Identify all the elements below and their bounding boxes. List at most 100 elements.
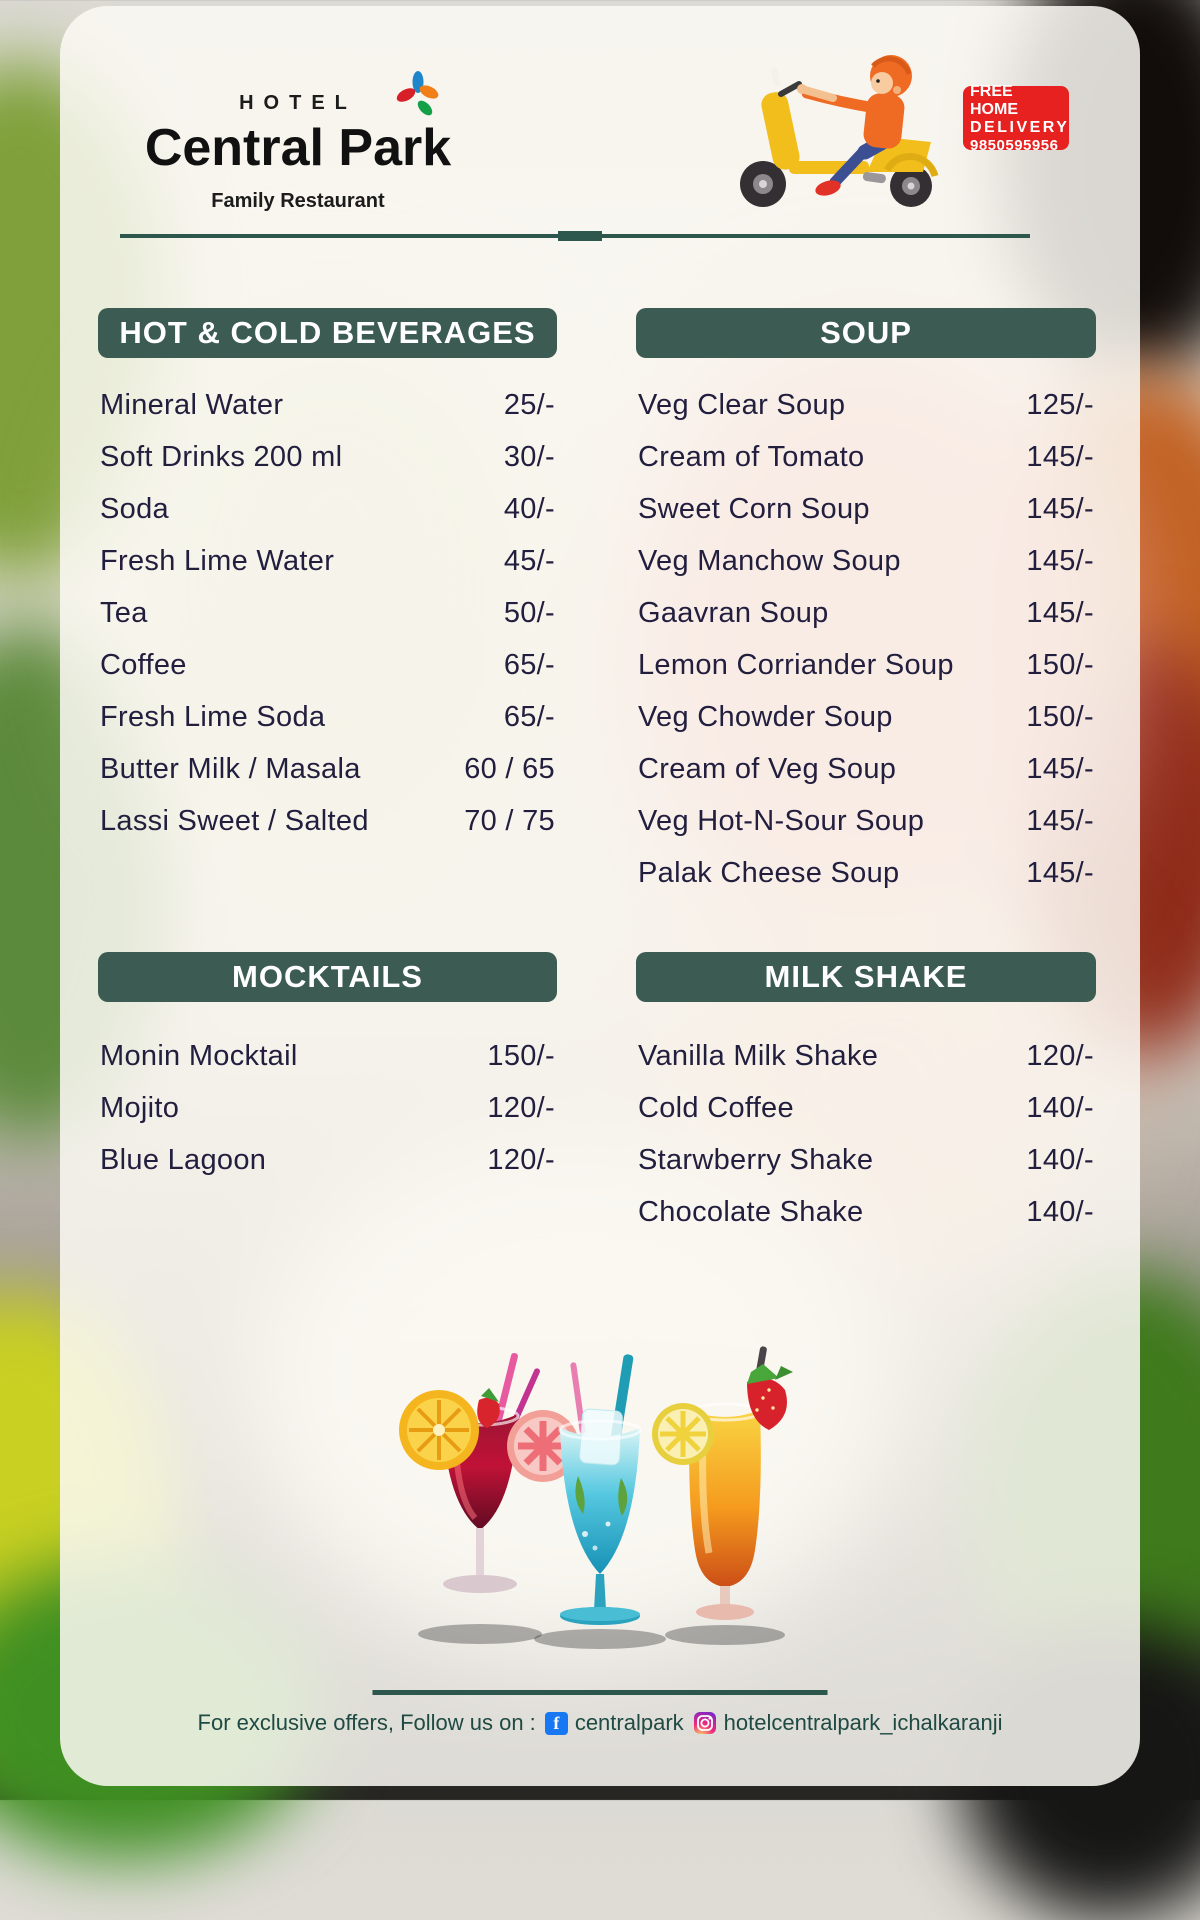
menu-item-price: 150/- (1026, 700, 1094, 733)
menu-item-row: Fresh Lime Water 45/- (98, 535, 557, 587)
cocktail-glasses-illustration (399, 1346, 793, 1649)
menu-item-price: 140/- (1026, 1143, 1094, 1176)
menu-item-row: Sweet Corn Soup 145/- (636, 483, 1096, 535)
menu-item-name: Soda (100, 492, 169, 525)
menu-item-name: Fresh Lime Soda (100, 700, 326, 733)
menu-item-name: Sweet Corn Soup (638, 492, 870, 525)
menu-item-row: Coffee 65/- (98, 639, 557, 691)
section-title: MOCKTAILS (232, 959, 423, 994)
section-header: MILK SHAKE (636, 952, 1096, 1002)
section-hot-cold-beverages: HOT & COLD BEVERAGES Mineral Water 25/- So… (98, 308, 557, 847)
menu-item-row: Gaavran Soup 145/- (636, 587, 1096, 639)
section-items: Mineral Water 25/- Soft Drinks 200 ml 30/- S… (98, 379, 557, 847)
delivery-scooter-illustration (740, 55, 939, 207)
menu-item-price: 30/- (503, 440, 555, 473)
free-home-delivery-badge: FREE HOME DELIVERY 9850595956 (963, 82, 1070, 154)
badge-phone: 9850595956 (970, 136, 1059, 154)
menu-item-row: Mineral Water 25/- (98, 379, 557, 431)
menu-item-name: Monin Mocktail (100, 1039, 298, 1072)
menu-item-name: Lemon Corriander Soup (638, 648, 954, 681)
brand-tagline: Family Restaurant (211, 190, 385, 212)
brand-name: Central Park (144, 119, 452, 177)
menu-item-name: Cream of Tomato (638, 440, 865, 473)
menu-item-row: Palak Cheese Soup 145/- (636, 847, 1096, 899)
menu-item-price: 50/- (503, 596, 555, 629)
menu-item-price: 120/- (487, 1143, 555, 1176)
facebook-link[interactable]: f centralpark (544, 1710, 684, 1736)
badge-line2: DELIVERY (970, 118, 1070, 136)
section-header: MOCKTAILS (98, 952, 557, 1002)
menu-item-price: 25/- (503, 388, 555, 421)
menu-item-price: 145/- (1026, 544, 1094, 577)
menu-item-row: Blue Lagoon 120/- (98, 1134, 557, 1186)
header-divider-tick (558, 231, 602, 241)
menu-item-row: Veg Hot-N-Sour Soup 145/- (636, 795, 1096, 847)
menu-item-name: Butter Milk / Masala (100, 752, 361, 785)
menu-item-price: 65/- (503, 700, 555, 733)
instagram-link[interactable]: hotelcentralpark_ichalkaranji (693, 1710, 1003, 1736)
menu-item-name: Lassi Sweet / Salted (100, 804, 369, 837)
footer-text: For exclusive offers, Follow us on : (197, 1710, 536, 1735)
menu-item-name: Blue Lagoon (100, 1143, 267, 1176)
menu-item-name: Palak Cheese Soup (638, 856, 900, 889)
badge-line1: FREE HOME (970, 82, 1018, 118)
menu-item-price: 150/- (1026, 648, 1094, 681)
menu-item-price: 60 / 65 (464, 752, 555, 785)
menu-item-price: 65/- (503, 648, 555, 681)
menu-item-name: Vanilla Milk Shake (638, 1039, 879, 1072)
section-mocktails: MOCKTAILS Monin Mocktail 150/- Mojito 120/-… (98, 952, 557, 1186)
menu-item-name: Tea (100, 596, 148, 629)
menu-item-price: 45/- (503, 544, 555, 577)
menu-item-name: Starwberry Shake (638, 1143, 874, 1176)
menu-item-row: Chocolate Shake 140/- (636, 1186, 1096, 1238)
menu-item-row: Lemon Corriander Soup 150/- (636, 639, 1096, 691)
menu-item-row: Butter Milk / Masala 60 / 65 (98, 743, 557, 795)
menu-item-row: Vanilla Milk Shake 120/- (636, 1030, 1096, 1082)
menu-item-name: Veg Clear Soup (638, 388, 846, 421)
menu-item-price: 145/- (1026, 752, 1094, 785)
menu-item-price: 120/- (1026, 1039, 1094, 1072)
menu-item-price: 145/- (1026, 856, 1094, 889)
footer: For exclusive offers, Follow us on : f c… (60, 1708, 1140, 1738)
menu-item-name: Gaavran Soup (638, 596, 829, 629)
brand-hotel-label: HOTEL (239, 92, 357, 114)
menu-item-row: Veg Manchow Soup 145/- (636, 535, 1096, 587)
section-title: SOUP (820, 315, 912, 350)
menu-item-name: Cold Coffee (638, 1091, 794, 1124)
menu-item-row: Cream of Veg Soup 145/- (636, 743, 1096, 795)
facebook-handle: centralpark (574, 1710, 684, 1735)
section-title: HOT & COLD BEVERAGES (119, 315, 536, 350)
section-title: MILK SHAKE (764, 959, 968, 994)
menu-item-row: Cream of Tomato 145/- (636, 431, 1096, 483)
leaf-icon (396, 71, 439, 116)
menu-item-name: Fresh Lime Water (100, 544, 335, 577)
menu-item-row: Cold Coffee 140/- (636, 1082, 1096, 1134)
footer-divider (372, 1690, 828, 1695)
menu-item-name: Veg Chowder Soup (638, 700, 893, 733)
menu-item-price: 70 / 75 (464, 804, 555, 837)
menu-item-row: Tea 50/- (98, 587, 557, 639)
menu-item-price: 145/- (1026, 492, 1094, 525)
menu-item-price: 120/- (487, 1091, 555, 1124)
menu-item-price: 40/- (503, 492, 555, 525)
menu-item-price: 150/- (487, 1039, 555, 1072)
menu-item-name: Soft Drinks 200 ml (100, 440, 343, 473)
menu-item-price: 145/- (1026, 440, 1094, 473)
menu-item-price: 140/- (1026, 1195, 1094, 1228)
menu-item-name: Veg Manchow Soup (638, 544, 901, 577)
menu-item-row: Soda 40/- (98, 483, 557, 535)
menu-item-name: Coffee (100, 648, 187, 681)
menu-item-name: Mojito (100, 1091, 180, 1124)
menu-item-price: 145/- (1026, 804, 1094, 837)
section-header: HOT & COLD BEVERAGES (98, 308, 557, 358)
menu-item-name: Cream of Veg Soup (638, 752, 897, 785)
instagram-handle: hotelcentralpark_ichalkaranji (723, 1710, 1003, 1735)
menu-card: HOTEL Central Park Family Restaurant (60, 6, 1140, 1786)
section-items: Vanilla Milk Shake 120/- Cold Coffee 140/- S… (636, 1030, 1096, 1238)
menu-item-price: 145/- (1026, 596, 1094, 629)
brand-logo: HOTEL Central Park Family Restaurant (133, 92, 463, 213)
menu-item-price: 140/- (1026, 1091, 1094, 1124)
section-soup: SOUP Veg Clear Soup 125/- Cream of Tomato 1… (636, 308, 1096, 899)
section-milk-shake: MILK SHAKE Vanilla Milk Shake 120/- Cold C… (636, 952, 1096, 1238)
